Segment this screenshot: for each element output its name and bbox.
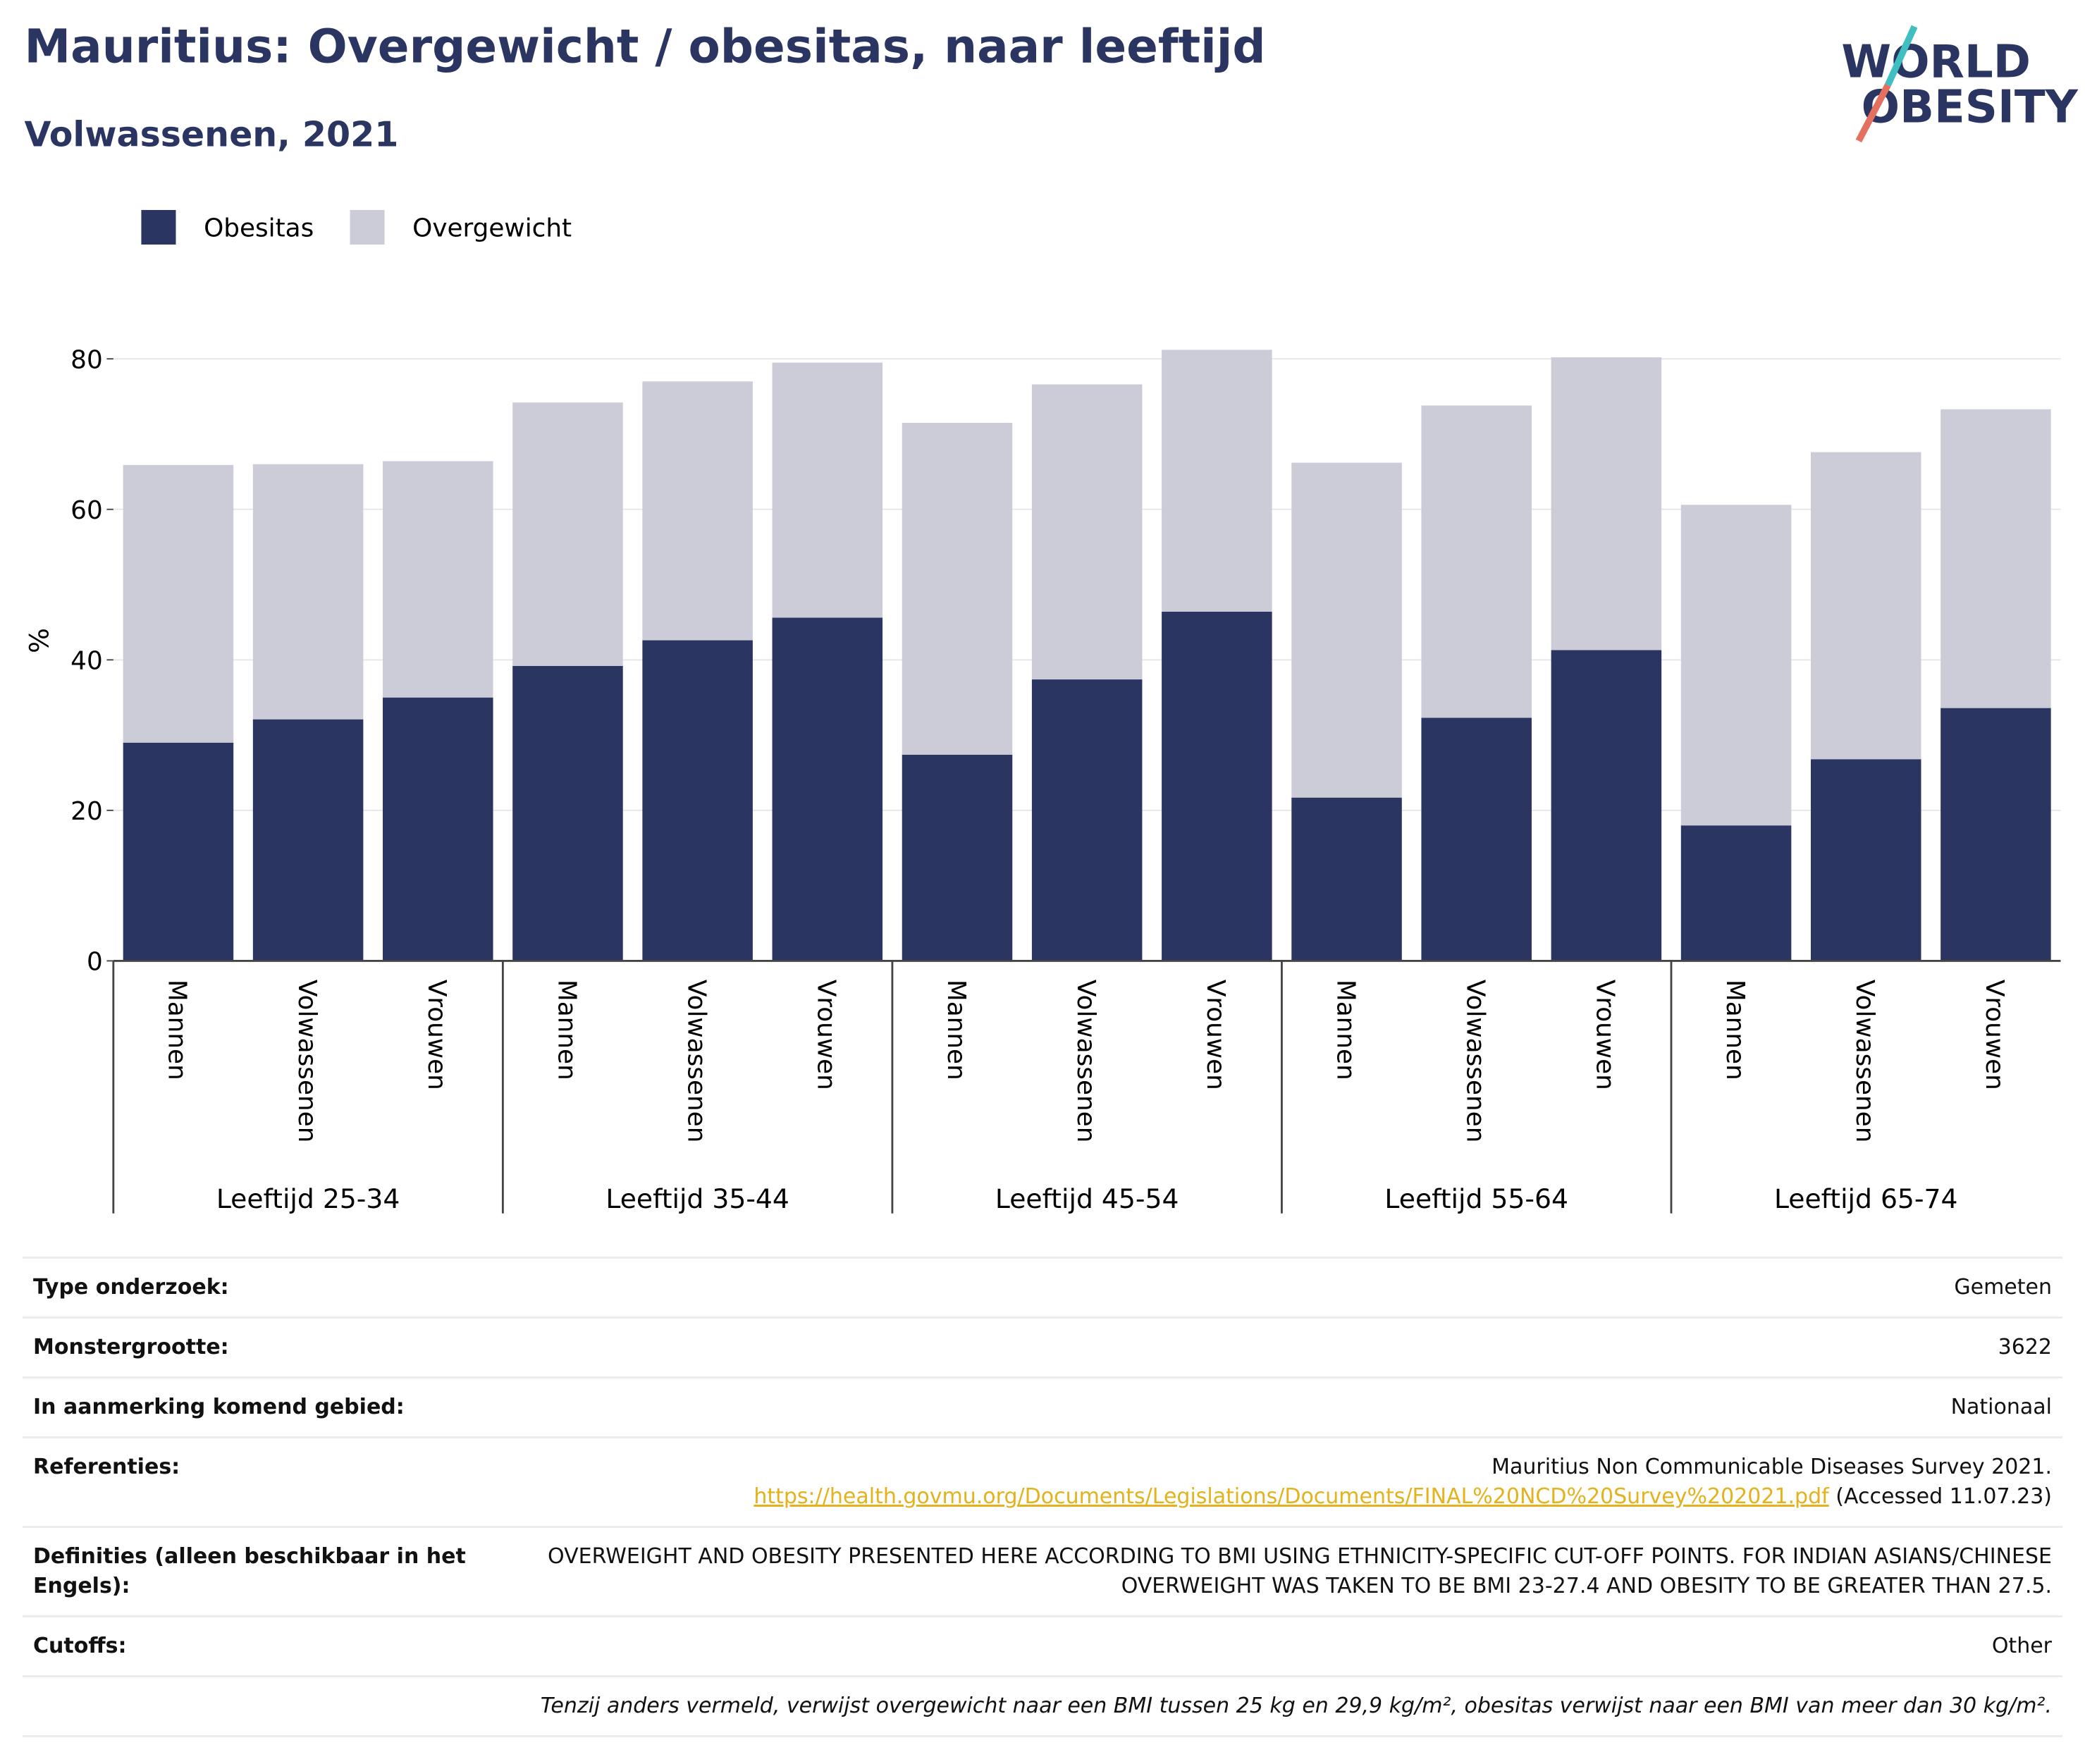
bar-segment [512, 665, 623, 961]
footnote: Tenzij anders vermeld, verwijst overgewi… [23, 1675, 2062, 1737]
table-row: Referenties: Mauritius Non Communicable D… [23, 1436, 2062, 1527]
group-label: Leeftijd 55-64 [1384, 1183, 1568, 1214]
info-table: Type onderzoek: Gemeten Monstergrootte: 362… [23, 1257, 2062, 1737]
table-row: In aanmerking komend gebied: Nationaal [23, 1376, 2062, 1438]
x-tick-label: Mannen [942, 980, 971, 1080]
row-label: Definities (alleen beschikbaar in het En… [23, 1526, 481, 1617]
row-value: Mauritius Non Communicable Diseases Surv… [481, 1436, 2062, 1527]
logo: WORLD OBESITY [1841, 25, 2079, 143]
bar-segment [252, 464, 364, 720]
chart-subtitle: Volwassenen, 2021 [24, 113, 398, 154]
x-tick-label: Mannen [1331, 980, 1360, 1080]
bar-segment [902, 422, 1013, 755]
row-value: Gemeten [481, 1257, 2062, 1318]
bar-segment [1810, 452, 1921, 760]
table-row: Cutoffs: Other [23, 1615, 2062, 1677]
x-tick-label: Vrouwen [1980, 980, 2009, 1090]
bar-segment [1421, 405, 1532, 718]
x-tick-label: Vrouwen [812, 980, 841, 1090]
logo-text: OBESITY [1862, 80, 2079, 133]
bar-segment [252, 719, 364, 961]
row-label: Referenties: [23, 1436, 481, 1527]
y-tick-label: 60 [70, 496, 103, 525]
reference-text: Mauritius Non Communicable Diseases Surv… [1492, 1455, 2052, 1479]
bar-segment [1162, 350, 1272, 612]
bar-segment [123, 742, 234, 961]
y-tick-label: 20 [70, 797, 103, 826]
bar-segment [512, 402, 623, 666]
bar-segment [1551, 650, 1662, 961]
bar-segment [1680, 825, 1792, 961]
group-label: Leeftijd 35-44 [605, 1183, 789, 1214]
bar-segment [1941, 409, 2051, 708]
x-tick-label: Volwassenen [1850, 980, 1879, 1143]
bar-segment [642, 381, 753, 641]
bar-segment [1421, 717, 1532, 961]
row-label: Cutoffs: [23, 1615, 481, 1677]
footnote-row: Tenzij anders vermeld, verwijst overgewi… [23, 1675, 2062, 1737]
chart-title: Mauritius: Overgewicht / obesitas, naar … [24, 20, 1265, 74]
x-tick-label: Vrouwen [1201, 980, 1230, 1090]
x-tick-label: Vrouwen [1591, 980, 1620, 1090]
logo-slash [1855, 83, 1891, 143]
bar-segment [1291, 462, 1402, 798]
bar-segment [383, 461, 493, 698]
bar-segment [1941, 708, 2051, 961]
reference-note: (Accessed 11.07.23) [1835, 1484, 2052, 1509]
legend-label: Obesitas [204, 214, 314, 243]
group-label: Leeftijd 65-74 [1774, 1183, 1958, 1214]
table-row: Monstergrootte: 3622 [23, 1316, 2062, 1378]
table-row: Definities (alleen beschikbaar in het En… [23, 1526, 2062, 1617]
x-tick-label: Volwassenen [682, 980, 711, 1143]
x-tick-label: Volwassenen [293, 980, 321, 1143]
bar-segment [383, 697, 493, 961]
bar-segment [1680, 505, 1792, 826]
chart: Mauritius: Overgewicht / obesitas, naar … [23, 20, 2079, 1215]
row-label: Monstergrootte: [23, 1316, 481, 1378]
bar-segment [1551, 357, 1662, 650]
legend-swatch [141, 209, 176, 245]
group-label: Leeftijd 25-34 [216, 1183, 400, 1214]
row-label: In aanmerking komend gebied: [23, 1376, 481, 1438]
row-value: Nationaal [481, 1376, 2062, 1438]
bar-segment [1291, 797, 1402, 961]
x-tick-label: Mannen [552, 980, 581, 1080]
y-tick-label: 80 [70, 345, 103, 374]
x-tick-label: Volwassenen [1071, 980, 1100, 1143]
y-tick-label: 40 [70, 646, 103, 675]
x-tick-label: Vrouwen [422, 980, 451, 1090]
bar-segment [1031, 679, 1143, 961]
row-value: 3622 [481, 1316, 2062, 1378]
bar-segment [642, 640, 753, 961]
y-tick-label: 0 [87, 948, 103, 977]
reference-link[interactable]: https://health.govmu.org/Documents/Legis… [754, 1484, 1829, 1509]
bar-segment [772, 362, 883, 618]
logo-text: WORLD [1841, 35, 2031, 88]
bar-segment [123, 464, 234, 743]
logo-slash [1885, 25, 1918, 87]
row-value: OVERWEIGHT AND OBESITY PRESENTED HERE AC… [481, 1526, 2062, 1617]
group-label: Leeftijd 45-54 [995, 1183, 1179, 1214]
x-tick-label: Volwassenen [1461, 980, 1490, 1143]
x-tick-label: Mannen [1721, 980, 1749, 1080]
y-axis-label: % [23, 628, 54, 653]
bar-segment [772, 617, 883, 961]
bar-segment [1031, 384, 1143, 680]
bar-segment [902, 754, 1013, 961]
x-tick-label: Mannen [163, 980, 192, 1080]
legend-label: Overgewicht [412, 214, 572, 243]
table-row: Type onderzoek: Gemeten [23, 1257, 2062, 1318]
legend-swatch [350, 209, 385, 245]
bar-segment [1810, 759, 1921, 961]
row-value: Other [481, 1615, 2062, 1677]
bar-segment [1162, 611, 1272, 961]
row-label: Type onderzoek: [23, 1257, 481, 1318]
